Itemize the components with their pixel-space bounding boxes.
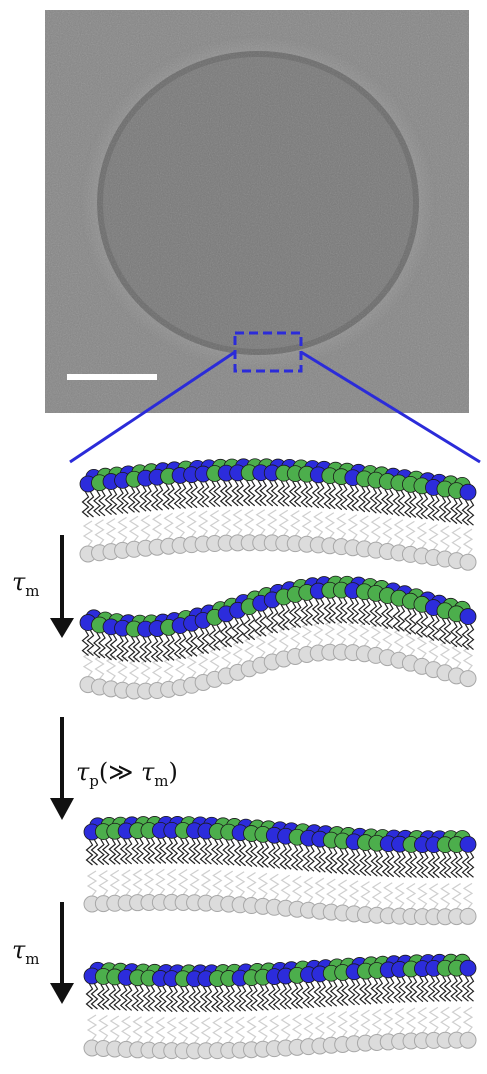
bottom-leaflet: [79, 618, 477, 700]
zoom-line-right: [300, 350, 481, 464]
top-leaflet: [79, 458, 477, 526]
down-arrow-icon: [50, 902, 74, 1004]
zoom-line-left: [69, 350, 236, 464]
top-leaflet: [83, 815, 477, 879]
bilayer-flat-mixed-final: [83, 953, 477, 1060]
bilayer-flat-mixed: [83, 815, 477, 926]
bottom-leaflet: [83, 1006, 477, 1060]
vesicle-micrograph: [45, 10, 469, 413]
top-leaflet: [79, 575, 477, 663]
top-leaflet: [83, 953, 477, 1013]
down-arrow-icon: [50, 717, 74, 820]
down-arrow-icon: [50, 535, 74, 638]
bilayer-enhanced-undulation: [79, 575, 477, 700]
bilayer-initial-undulation: [79, 458, 477, 571]
tau-m-label-2: τm: [12, 936, 40, 968]
bottom-leaflet: [83, 868, 477, 926]
tau-p-label: τp(≫ τm): [76, 758, 178, 790]
scale-bar: [67, 374, 157, 380]
bottom-leaflet: [79, 509, 477, 571]
tau-m-label-1: τm: [12, 568, 40, 600]
